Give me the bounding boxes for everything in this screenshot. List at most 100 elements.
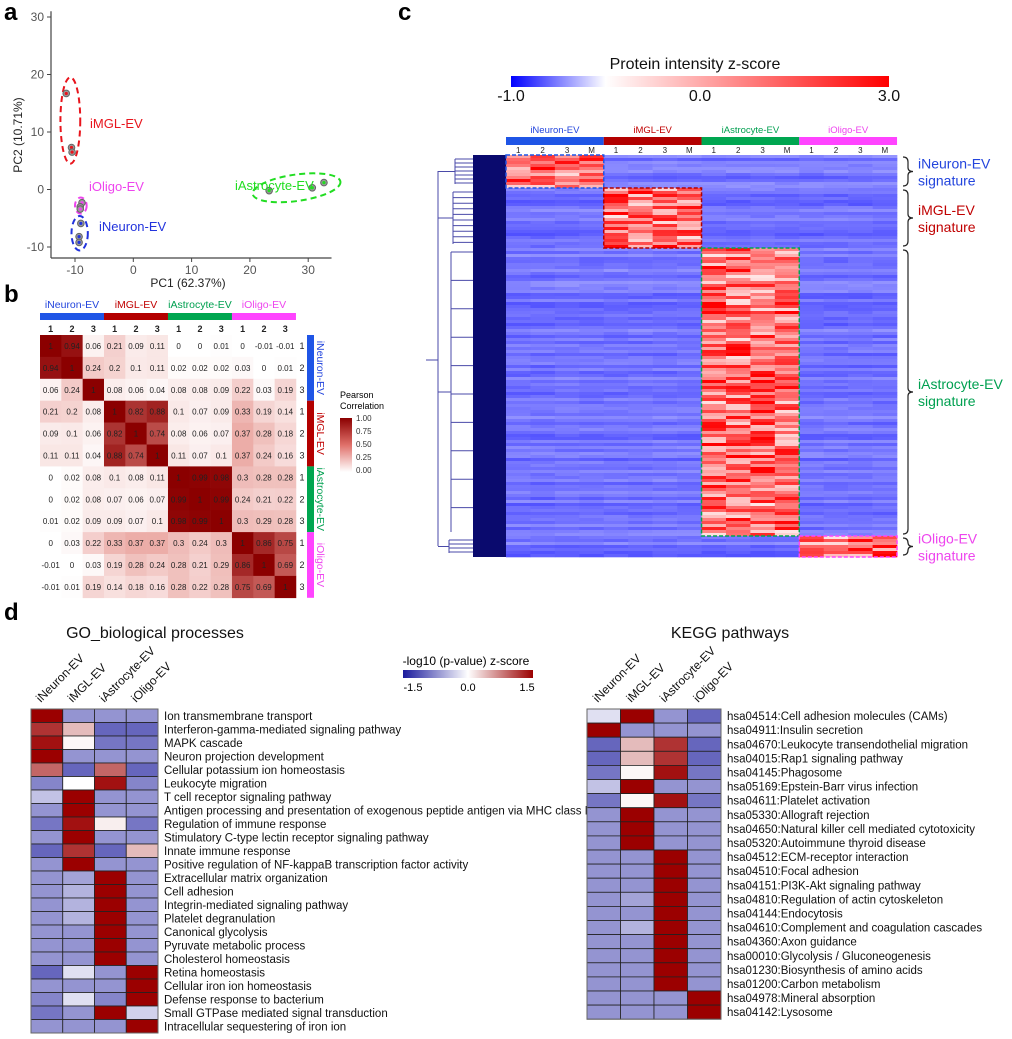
heatmap-cell [579, 434, 605, 438]
correlation-value: 0.08 [86, 495, 102, 504]
heatmap-cell [554, 515, 580, 519]
heatmap-cell [872, 452, 898, 456]
heatmap-cell [579, 374, 605, 378]
heatmap-cell [677, 437, 702, 441]
heatmap-cell [628, 551, 653, 555]
heatmap-cell [530, 290, 556, 294]
heatmap-cell [530, 410, 556, 414]
heatmap-cell [799, 470, 825, 474]
correlation-cell [146, 488, 169, 511]
heatmap-cell [652, 464, 678, 468]
heatmap-cell [725, 275, 751, 279]
heatmap-cell [701, 413, 727, 417]
go-cell [62, 857, 95, 872]
heatmap-cell [506, 317, 531, 321]
heatmap-cell [823, 206, 849, 210]
go-cell [125, 1005, 159, 1020]
correlation-value: 0.33 [235, 408, 251, 417]
go-row-label: Leukocyte migration [164, 778, 267, 790]
heatmap-cell [554, 212, 580, 216]
heatmap-cell [530, 500, 556, 504]
correlation-cell [82, 422, 105, 445]
heatmap-cell [530, 539, 556, 543]
correlation-value: 0.18 [278, 430, 294, 439]
heatmap-cell [579, 323, 605, 327]
heatmap-cell [628, 548, 653, 552]
heatmap-cell [677, 290, 702, 294]
heatmap-cell [799, 482, 825, 486]
heatmap-cell [701, 509, 727, 513]
heatmap-cell [799, 407, 825, 411]
heatmap-cell [848, 467, 873, 471]
heatmap-cell [848, 377, 873, 381]
heatmap-cell [603, 230, 629, 234]
heatmap-cell [799, 413, 825, 417]
heatmap-cell [701, 305, 727, 309]
correlation-cell [210, 554, 233, 577]
go-cell [94, 830, 127, 845]
kegg-cell [653, 750, 688, 766]
heatmap-cell [506, 404, 531, 408]
heatmap-cell [628, 416, 653, 420]
heatmap-cell [554, 506, 580, 510]
group-color-bar [167, 313, 232, 320]
heatmap-cell [750, 479, 776, 483]
heatmap-cell [725, 533, 751, 537]
correlation-value: 0 [176, 342, 181, 351]
correlation-cell [40, 356, 62, 380]
heatmap-cell [603, 224, 629, 228]
heatmap-cell [872, 497, 898, 501]
heatmap-cell [823, 185, 849, 189]
heatmap-cell [725, 191, 751, 195]
heatmap-cell [603, 158, 629, 162]
heatmap-cell [725, 278, 751, 282]
heatmap-cell [652, 368, 678, 372]
heatmap-cell [677, 542, 702, 546]
heatmap-cell [603, 239, 629, 243]
correlation-cell [210, 444, 233, 467]
heatmap-cell [799, 437, 825, 441]
correlation-value: 0.3 [216, 539, 228, 548]
heatmap-cell [701, 191, 727, 195]
heatmap-cell [823, 200, 849, 204]
heatmap-cell [677, 539, 702, 543]
heatmap-cell [628, 239, 653, 243]
heatmap-cell [530, 389, 556, 393]
go-cell [94, 870, 127, 885]
heatmap-cell [530, 161, 556, 165]
heatmap-cell [652, 227, 678, 231]
heatmap-cell [872, 194, 898, 198]
heatmap-cell [701, 281, 727, 285]
heatmap-cell [506, 179, 531, 183]
heatmap-cell [823, 377, 849, 381]
heatmap-cell [554, 314, 580, 318]
correlation-cell [82, 554, 105, 577]
heatmap-cell [530, 428, 556, 432]
heatmap-cell [506, 260, 531, 264]
heatmap-cell [750, 200, 776, 204]
heatmap-cell [579, 467, 605, 471]
correlation-value: 0.03 [256, 386, 272, 395]
heatmap-cell [652, 437, 678, 441]
heatmap-cell [701, 518, 727, 522]
kegg-cell [687, 948, 722, 964]
heatmap-cell [799, 170, 825, 174]
heatmap-cell [652, 194, 678, 198]
heatmap-cell [677, 212, 702, 216]
heatmap-cell [506, 416, 531, 420]
heatmap-cell [628, 176, 653, 180]
heatmap-cell [774, 470, 800, 474]
go-cell [94, 992, 127, 1007]
heatmap-cell [823, 485, 849, 489]
heatmap-cell [677, 161, 702, 165]
heatmap-cell [579, 194, 605, 198]
heatmap-cell [677, 218, 702, 222]
correlation-value: 0 [48, 473, 53, 482]
cluster-label: iAstrocyte-EV [235, 178, 314, 193]
heatmap-cell [554, 521, 580, 525]
kegg-cell [586, 891, 621, 907]
heatmap-cell [530, 368, 556, 372]
heatmap-cell [579, 227, 605, 231]
cluster-ellipse [251, 172, 342, 204]
kegg-row-label: hsa04670:Leukocyte transendothelial migr… [727, 739, 968, 751]
